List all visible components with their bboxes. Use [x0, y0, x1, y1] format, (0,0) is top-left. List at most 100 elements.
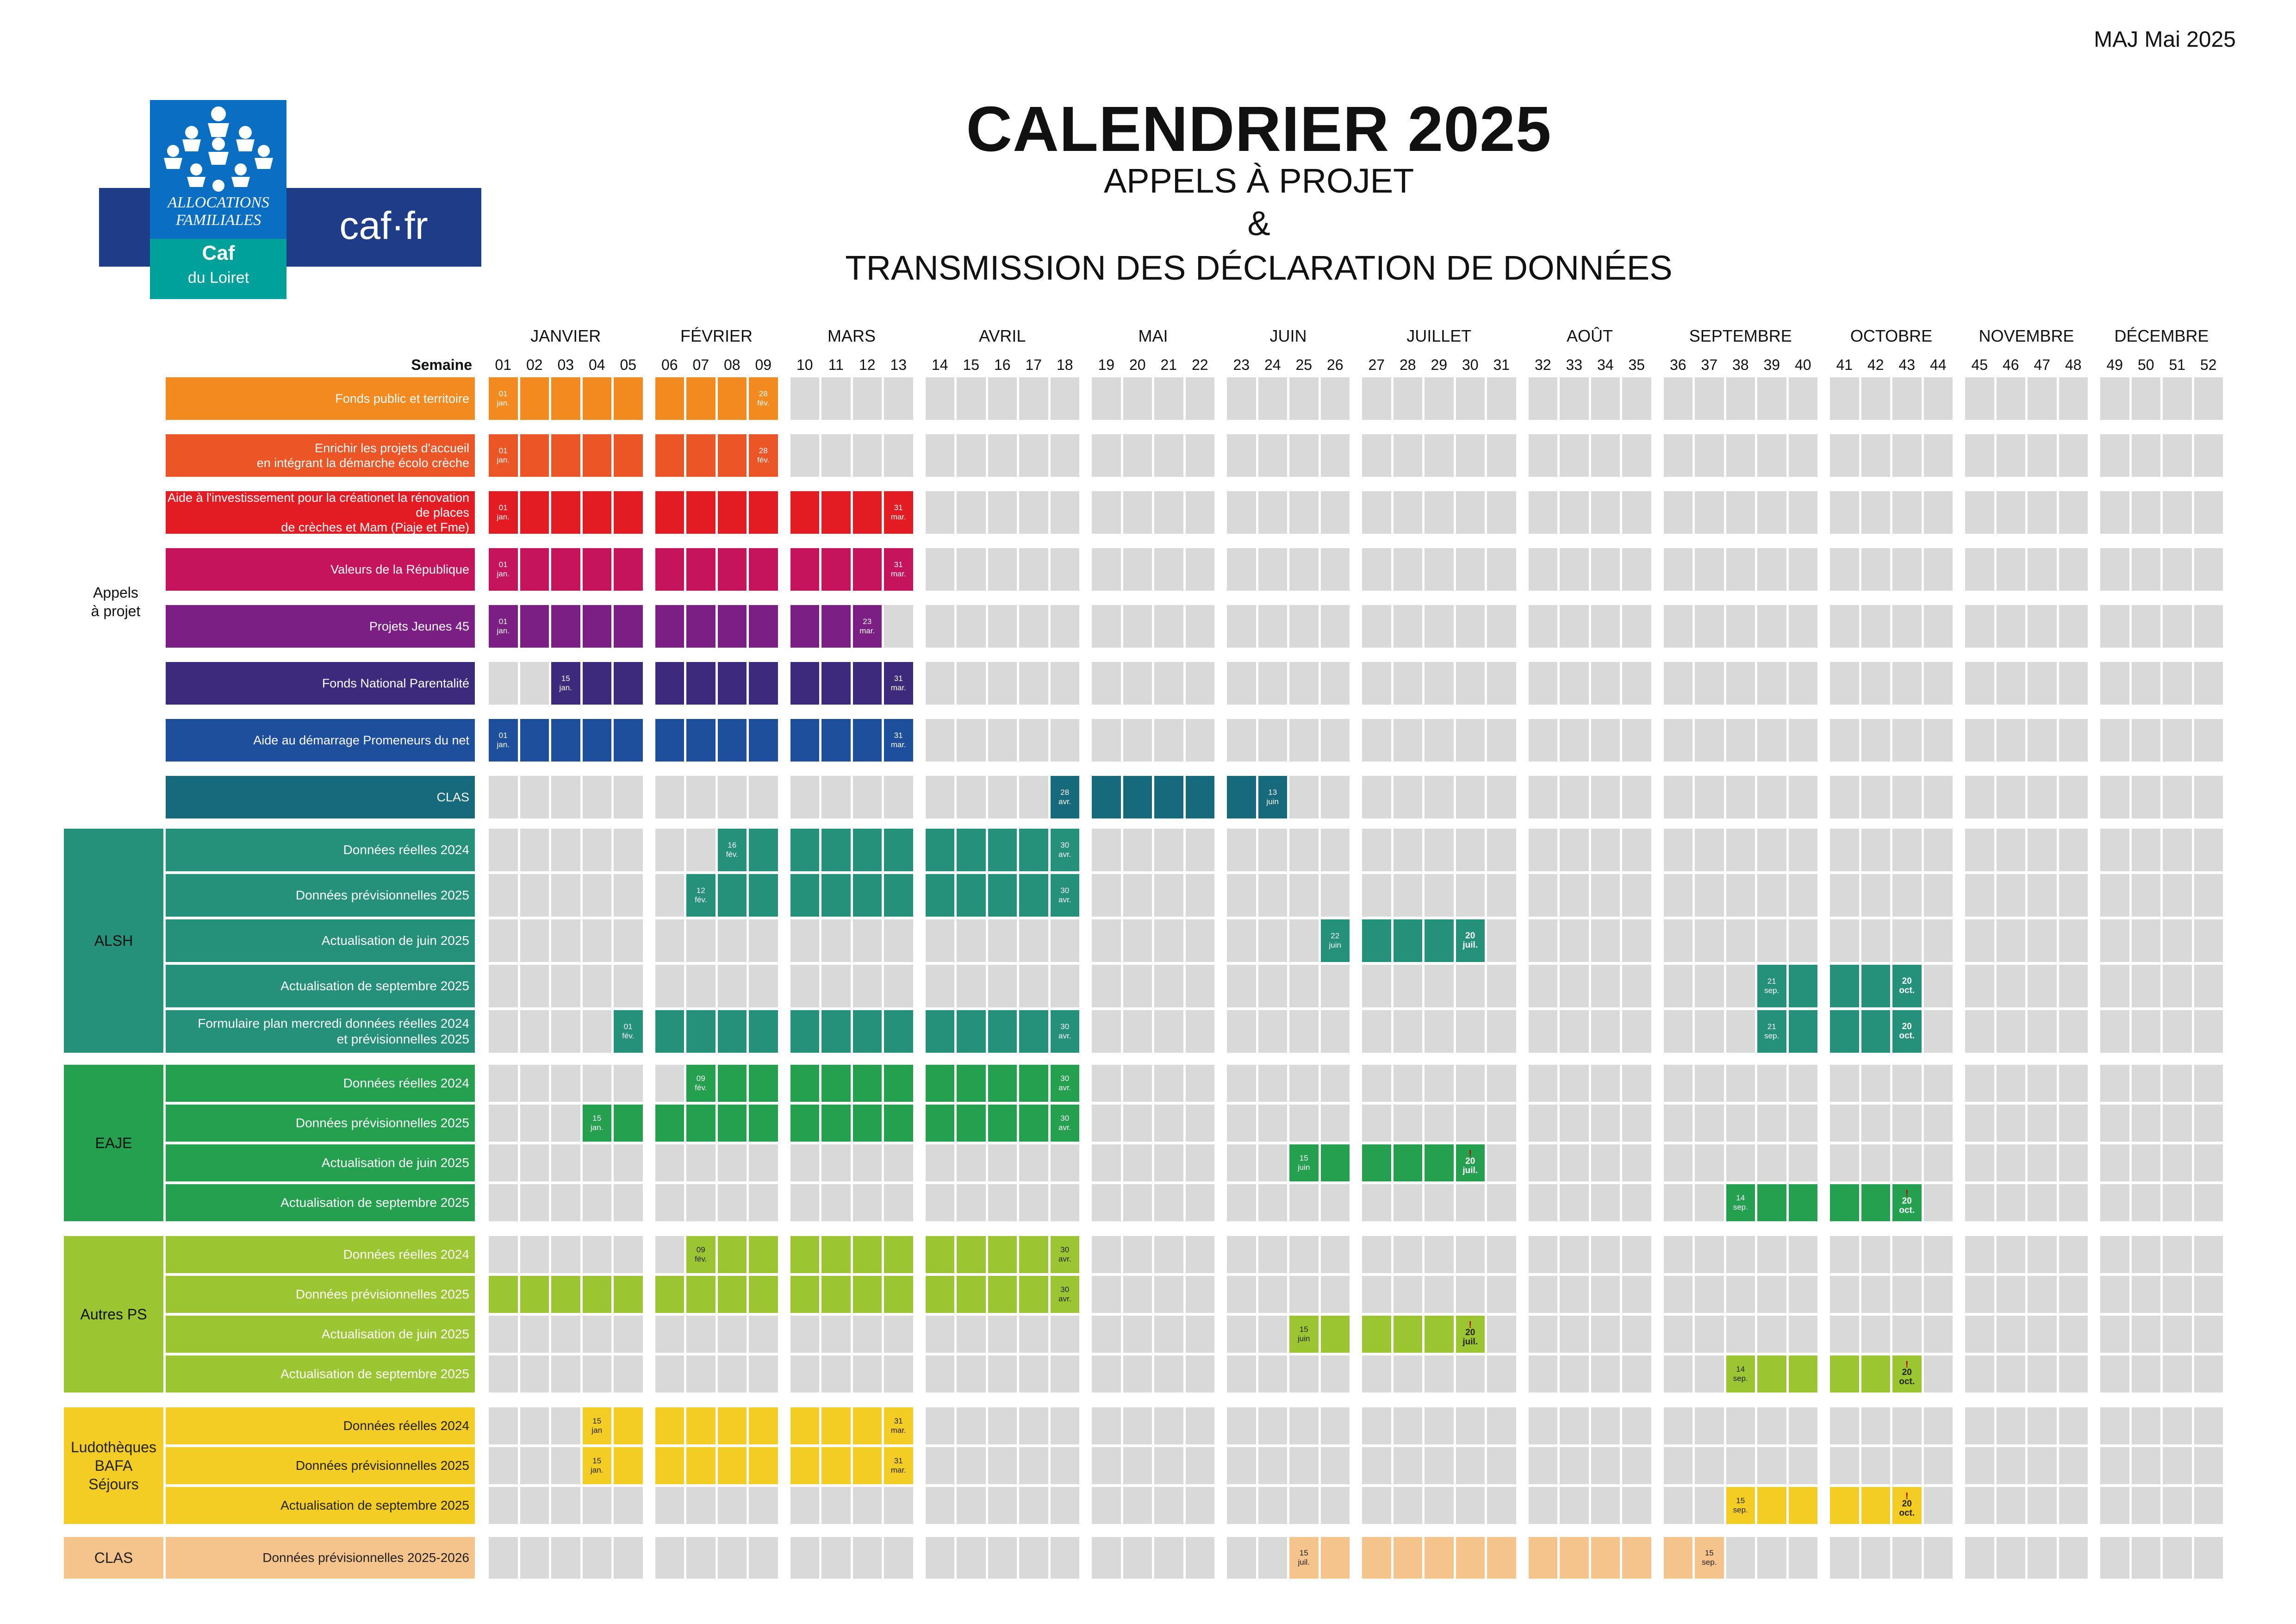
- week-cell: [2131, 1144, 2160, 1181]
- week-cell: [1456, 1537, 1485, 1579]
- week-cell: [1591, 605, 1620, 648]
- week-cell: [988, 1065, 1017, 1102]
- week-cell: [2059, 491, 2088, 534]
- week-cell: [1123, 719, 1152, 762]
- week-cell: [749, 1184, 778, 1221]
- week-cell: [1695, 605, 1724, 648]
- week-cell: [1258, 1355, 1287, 1393]
- deadline-label: 01 jan.: [497, 503, 510, 521]
- week-cell: [1892, 1105, 1922, 1142]
- week-cell: [1726, 1407, 1755, 1444]
- week-cell: [1227, 662, 1256, 705]
- week-cell: [1996, 1316, 2025, 1353]
- week-label: 44: [1929, 356, 1947, 373]
- week-cell: [957, 1276, 986, 1313]
- week-cell: [925, 1537, 954, 1579]
- week-cell: [1425, 829, 1454, 871]
- week-cell: [1996, 1065, 2025, 1102]
- week-cell: 30 avr.: [1050, 829, 1079, 871]
- week-cell: [1487, 965, 1516, 1007]
- week-cell: [925, 919, 954, 962]
- deadline-label: 16 fév.: [726, 841, 738, 859]
- week-cell: [1528, 491, 1557, 534]
- week-cell: [551, 1144, 580, 1181]
- week-label: 12: [859, 356, 876, 373]
- week-cell: [614, 919, 643, 962]
- week-cell: [1289, 919, 1319, 962]
- week-cell: [1227, 1447, 1256, 1484]
- week-cell: [1320, 874, 1350, 917]
- week-cell: [1487, 548, 1516, 591]
- week-cell: 09 fév.: [686, 1065, 716, 1102]
- week-cell: [1788, 1236, 1817, 1273]
- week-cell: [2194, 1105, 2223, 1142]
- week-cell: [2194, 605, 2223, 648]
- week-cell: 21 sep.: [1757, 1010, 1786, 1053]
- week-cell: [1861, 1407, 1890, 1444]
- week-cell: [1320, 1010, 1350, 1053]
- week-cell: [686, 491, 716, 534]
- week-cell: [1154, 919, 1183, 962]
- week-label: 35: [1628, 356, 1645, 373]
- week-cell: [1528, 919, 1557, 962]
- week-cell: [1560, 874, 1589, 917]
- week-cell: [1757, 662, 1786, 705]
- week-cell: [1227, 874, 1256, 917]
- week-cell: [2131, 965, 2160, 1007]
- week-cell: [749, 1105, 778, 1142]
- week-cell: [2163, 1236, 2192, 1273]
- week-cell: [2194, 434, 2223, 477]
- week-cell: [1861, 919, 1890, 962]
- week-cell: [1996, 605, 2025, 648]
- week-cell: [1154, 719, 1183, 762]
- week-cell: [2059, 1447, 2088, 1484]
- week-cell: [1362, 1144, 1391, 1181]
- week-cell: [582, 829, 611, 871]
- week-cell: [1788, 719, 1817, 762]
- week-cell: 20 oct.: [1892, 1010, 1922, 1053]
- week-cell: [2100, 965, 2129, 1007]
- week-cell: [520, 662, 549, 705]
- week-cell: [2100, 1407, 2129, 1444]
- week-cell: [614, 776, 643, 818]
- week-cell: [1289, 434, 1319, 477]
- week-cell: [1695, 434, 1724, 477]
- week-cell: [1425, 965, 1454, 1007]
- week-cell: [2131, 548, 2160, 591]
- week-cell: [489, 1316, 518, 1353]
- week-label: 19: [1098, 356, 1115, 373]
- week-cell: [1892, 1276, 1922, 1313]
- week-cell: [1123, 377, 1152, 420]
- week-cell: [1830, 1105, 1859, 1142]
- week-cell: [749, 1316, 778, 1353]
- week-cell: [1695, 1065, 1724, 1102]
- week-cell: [790, 919, 819, 962]
- week-cell: [790, 829, 819, 871]
- week-cell: [1185, 1487, 1214, 1524]
- week-cell: [1456, 1184, 1485, 1221]
- week-cell: [1528, 1316, 1557, 1353]
- week-cell: [1996, 965, 2025, 1007]
- week-cell: [1019, 1010, 1048, 1053]
- week-cell: [1965, 1236, 1994, 1273]
- week-cell: [2028, 491, 2057, 534]
- week-cell: [2194, 548, 2223, 591]
- week-cell: [717, 1184, 747, 1221]
- week-cell: [749, 1447, 778, 1484]
- week-cell: [1320, 1276, 1350, 1313]
- week-cell: [1258, 919, 1287, 962]
- week-cell: [1456, 434, 1485, 477]
- week-cell: [1560, 1105, 1589, 1142]
- week-cell: [1830, 548, 1859, 591]
- week-cell: [1289, 1236, 1319, 1273]
- week-cell: [790, 1407, 819, 1444]
- week-cell: [551, 719, 580, 762]
- month-label: MARS: [827, 326, 876, 345]
- week-cell: [1393, 1407, 1422, 1444]
- deadline-label: 30 avr.: [1058, 1285, 1071, 1303]
- week-cell: [655, 1487, 684, 1524]
- update-date: MAJ Mai 2025: [2094, 27, 2236, 52]
- week-cell: [1788, 1447, 1817, 1484]
- week-cell: [551, 1105, 580, 1142]
- week-cell: [582, 377, 611, 420]
